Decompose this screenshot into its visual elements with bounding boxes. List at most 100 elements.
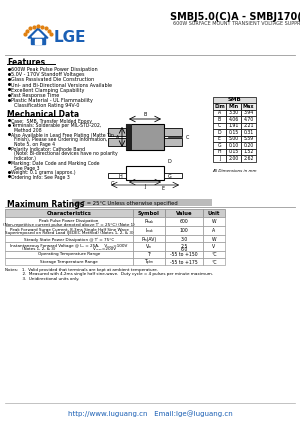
Text: Ordering Info: See Page 3: Ordering Info: See Page 3 [11, 175, 70, 180]
Text: D: D [168, 159, 172, 164]
Text: (Notes 1, 2, & 3)                              Vₘₐₖ=200V: (Notes 1, 2, & 3) Vₘₐₖ=200V [22, 247, 116, 252]
Bar [226, 142, 241, 148]
Bar [133, 217, 165, 226]
Bar [241, 155, 256, 162]
Bar [226, 148, 241, 155]
Text: Marking: Date Code and Marking Code: Marking: Date Code and Marking Code [11, 161, 100, 166]
Text: A: A [212, 227, 216, 232]
Text: 2.5: 2.5 [180, 244, 188, 249]
Text: Peak Forward Surge Current, 8.3ms Single Half Sine Wave: Peak Forward Surge Current, 8.3ms Single… [10, 227, 128, 232]
Bar [213, 148, 226, 155]
Text: 1.52: 1.52 [243, 149, 254, 154]
Bar [226, 129, 241, 136]
Text: Max: Max [243, 104, 254, 109]
Text: C: C [218, 123, 221, 128]
Text: 600W Peak Pulse Power Dissipation: 600W Peak Pulse Power Dissipation [11, 67, 98, 72]
Text: All Dimensions in mm: All Dimensions in mm [212, 169, 257, 173]
Text: Maximum Ratings: Maximum Ratings [7, 200, 84, 209]
Text: Also Available in Lead Free Plating (Matte Tin: Also Available in Lead Free Plating (Mat… [11, 133, 114, 138]
Text: 4.70: 4.70 [243, 117, 254, 122]
Text: D: D [218, 130, 221, 135]
Bar [133, 251, 165, 258]
Text: (Note: Bi-directional devices have no polarity: (Note: Bi-directional devices have no po… [14, 151, 118, 156]
Text: 600: 600 [180, 218, 188, 224]
Text: Peak Pulse Power Dissipation: Peak Pulse Power Dissipation [39, 218, 99, 223]
Bar [5, 235, 133, 242]
Text: Value: Value [176, 210, 192, 215]
Bar [226, 122, 241, 129]
Bar [241, 122, 256, 129]
Text: Polarity Indicator: Cathode Band: Polarity Indicator: Cathode Band [11, 147, 85, 152]
Text: G: G [168, 173, 172, 178]
Bar [133, 258, 165, 265]
Text: Fast Response Time: Fast Response Time [11, 93, 59, 98]
Bar [203, 251, 225, 258]
Text: Steady State Power Dissipation @ Tⁱ = 75°C: Steady State Power Dissipation @ Tⁱ = 75… [24, 236, 114, 241]
Text: Notes:   1.  Valid provided that terminals are kept at ambient temperature.: Notes: 1. Valid provided that terminals … [5, 268, 158, 272]
Bar [165, 258, 203, 265]
Text: °C: °C [211, 252, 217, 258]
Bar [203, 242, 225, 251]
Text: Uni- and Bi-Directional Versions Available: Uni- and Bi-Directional Versions Availab… [11, 82, 112, 88]
Bar [213, 96, 256, 103]
Bar [164, 128, 182, 136]
Bar [213, 110, 226, 116]
Bar [241, 129, 256, 136]
Text: G: G [111, 181, 115, 186]
Bar [213, 155, 226, 162]
Text: Note 5, on Page 4: Note 5, on Page 4 [14, 142, 55, 147]
Text: indicator.): indicator.) [14, 156, 37, 161]
Bar [213, 116, 226, 122]
Bar [203, 235, 225, 242]
Text: W: W [212, 218, 216, 224]
Text: Unit: Unit [208, 210, 220, 215]
Text: -55 to +175: -55 to +175 [170, 260, 198, 264]
Text: LGE: LGE [54, 29, 86, 45]
Bar [108, 173, 126, 178]
Bar [133, 226, 165, 235]
Bar [35, 39, 41, 44]
Bar [5, 251, 133, 258]
Text: http://www.luguang.cn   Email:lge@luguang.cn: http://www.luguang.cn Email:lge@luguang.… [68, 410, 232, 417]
Bar [241, 116, 256, 122]
Text: V: V [212, 244, 216, 249]
Polygon shape [32, 31, 44, 37]
Bar [203, 209, 225, 217]
Bar [165, 251, 203, 258]
Text: 5.0V - 170V Standoff Voltages: 5.0V - 170V Standoff Voltages [11, 72, 85, 77]
Text: Storage Temperature Range: Storage Temperature Range [40, 260, 98, 264]
Text: E: E [161, 186, 165, 191]
Text: Operating Temperature Range: Operating Temperature Range [38, 252, 100, 257]
Text: H: H [118, 173, 122, 178]
Bar [213, 142, 226, 148]
Bar [241, 142, 256, 148]
Text: Mechanical Data: Mechanical Data [7, 110, 79, 119]
Text: SMBJ5.0(C)A - SMBJ170(C)A: SMBJ5.0(C)A - SMBJ170(C)A [169, 12, 300, 22]
Text: 4.06: 4.06 [228, 117, 239, 122]
Text: Tⁱ: Tⁱ [147, 252, 151, 258]
Text: 3.0: 3.0 [180, 236, 188, 241]
Text: SMB: SMB [228, 97, 242, 102]
Bar [226, 136, 241, 142]
Bar [213, 136, 226, 142]
Bar [241, 148, 256, 155]
Bar [165, 242, 203, 251]
Bar [164, 138, 182, 146]
Bar [226, 116, 241, 122]
Text: Method 208: Method 208 [14, 128, 42, 133]
Text: Instantaneous Forward Voltage @ Iₘ = 25A,    Vₘₐₖ=100V: Instantaneous Forward Voltage @ Iₘ = 25A… [10, 244, 128, 247]
Text: 2.62: 2.62 [243, 156, 254, 161]
Text: B: B [143, 112, 147, 117]
Text: 600W SURFACE MOUNT TRANSIENT VOLTAGE SUPPRESSOR: 600W SURFACE MOUNT TRANSIENT VOLTAGE SUP… [173, 21, 300, 26]
Text: 1.91: 1.91 [228, 123, 239, 128]
Text: 0.31: 0.31 [243, 130, 254, 135]
Text: 5.59: 5.59 [243, 136, 254, 141]
Bar [165, 217, 203, 226]
Text: Excellent Clamping Capability: Excellent Clamping Capability [11, 88, 84, 93]
Text: Pₘₐₖ: Pₘₐₖ [144, 218, 154, 224]
Text: A: A [218, 110, 221, 115]
Text: E: E [218, 136, 221, 141]
Text: G: G [218, 143, 221, 148]
Text: Pₘ(AV): Pₘ(AV) [141, 236, 157, 241]
Text: Weight: 0.1 grams (approx.): Weight: 0.1 grams (approx.) [11, 170, 76, 175]
